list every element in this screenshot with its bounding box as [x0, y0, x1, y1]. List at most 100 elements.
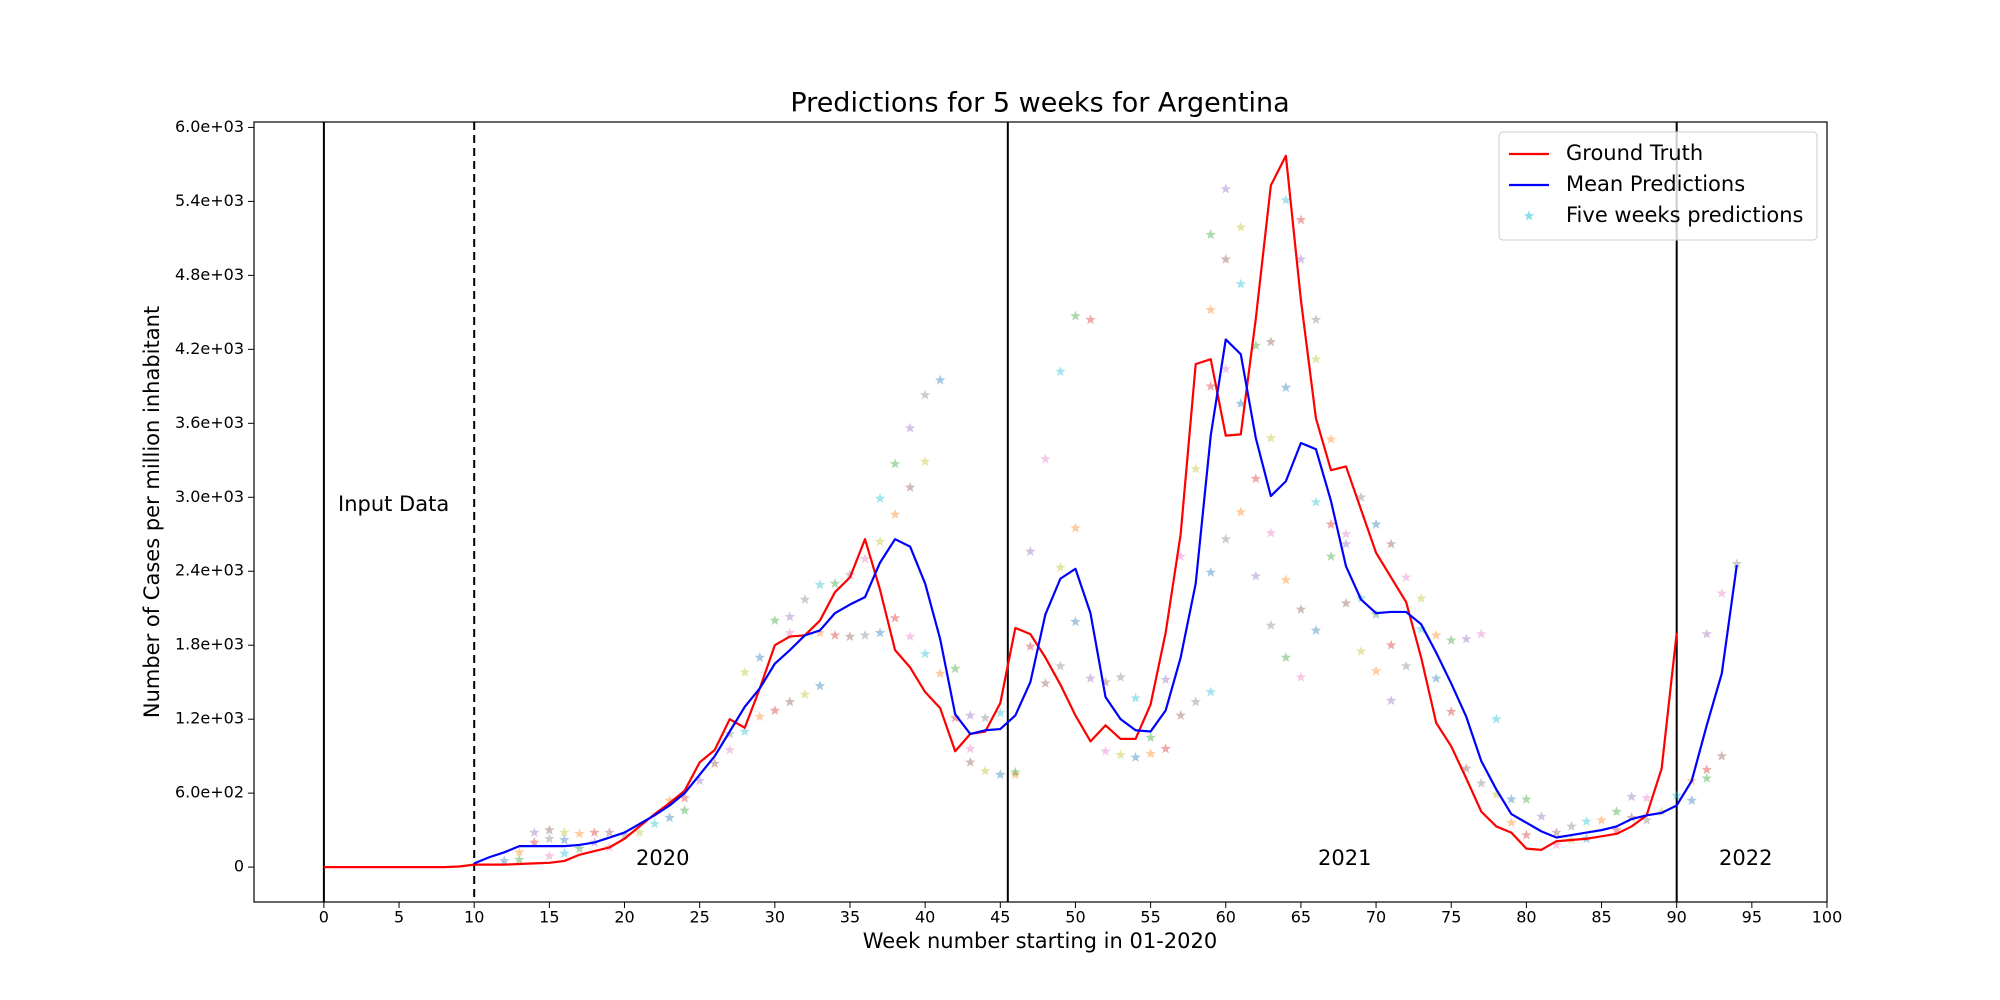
- x-tick-label: 100: [1812, 908, 1843, 927]
- star-marker: [1310, 496, 1322, 507]
- star-marker: [559, 834, 570, 845]
- star-marker: [1265, 432, 1277, 443]
- star-marker: [995, 769, 1006, 780]
- y-tick-label: 2.4e+03: [175, 561, 244, 580]
- star-marker: [724, 744, 735, 755]
- star-marker: [919, 648, 931, 659]
- star-marker: [544, 850, 555, 861]
- star-marker: [619, 829, 630, 840]
- star-marker: [544, 824, 555, 835]
- star-marker: [559, 827, 570, 838]
- star-marker: [965, 743, 976, 754]
- star-marker: [1461, 762, 1472, 773]
- star-marker: [1220, 183, 1231, 194]
- star-marker: [1040, 453, 1051, 464]
- star-marker: [664, 795, 675, 805]
- x-tick-label: 45: [990, 908, 1010, 927]
- series-line: [473, 338, 1738, 865]
- star-marker: [1235, 398, 1247, 409]
- star-marker: [889, 612, 901, 623]
- star-marker: [1235, 506, 1247, 517]
- star-marker: [1626, 812, 1637, 823]
- star-marker: [604, 827, 615, 838]
- star-marker: [1340, 528, 1352, 539]
- star-marker: [844, 631, 856, 642]
- star-marker: [709, 758, 720, 768]
- star-marker: [829, 578, 841, 589]
- star-marker: [1385, 538, 1397, 549]
- star-marker: [1716, 750, 1728, 761]
- y-tick-label: 0: [234, 857, 244, 876]
- y-tick-label: 6.0e+03: [175, 117, 244, 136]
- star-marker: [1370, 518, 1382, 529]
- star-marker: [499, 855, 510, 866]
- star-marker: [1025, 640, 1036, 651]
- star-marker: [1100, 745, 1111, 756]
- star-marker: [589, 827, 600, 838]
- x-tick-label: 25: [689, 908, 709, 927]
- x-tick-label: 80: [1516, 908, 1536, 927]
- star-marker: [904, 422, 916, 433]
- star-marker: [1476, 777, 1487, 788]
- star-marker: [1385, 639, 1397, 650]
- star-marker: [1491, 788, 1502, 799]
- star-marker: [1415, 623, 1427, 634]
- star-marker: [1280, 194, 1292, 205]
- x-tick-label: 90: [1667, 908, 1687, 927]
- y-tick-label: 1.8e+03: [175, 635, 244, 654]
- star-marker: [649, 818, 660, 829]
- star-marker: [859, 629, 871, 640]
- star-marker: [1025, 546, 1036, 556]
- star-marker: [1731, 558, 1743, 569]
- star-marker: [1175, 709, 1186, 720]
- star-marker: [1115, 749, 1126, 760]
- star-marker: [1325, 550, 1337, 561]
- star-marker: [934, 374, 946, 385]
- x-tick-label: 60: [1216, 908, 1236, 927]
- star-marker: [1280, 652, 1292, 662]
- x-tick-label: 95: [1742, 908, 1762, 927]
- star-marker: [874, 493, 886, 503]
- annotation: 2021: [1318, 846, 1371, 870]
- star-marker: [574, 828, 585, 839]
- star-marker: [1265, 619, 1277, 630]
- star-marker: [1641, 814, 1652, 825]
- x-tick-label: 55: [1140, 908, 1160, 927]
- star-marker: [1355, 491, 1367, 502]
- star-marker: [1611, 824, 1622, 835]
- star-marker: [814, 627, 826, 638]
- star-marker: [1370, 665, 1382, 676]
- star-marker: [904, 631, 916, 642]
- star-marker: [1145, 748, 1156, 759]
- star-marker: [904, 481, 916, 492]
- series-line: [323, 154, 1678, 869]
- star-marker: [980, 712, 991, 723]
- x-tick-label: 65: [1291, 908, 1311, 927]
- plot-area: [322, 122, 1743, 902]
- legend-label: Mean Predictions: [1566, 172, 1745, 196]
- star-marker: [859, 553, 871, 564]
- legend-label: Ground Truth: [1566, 141, 1703, 165]
- star-marker: [1295, 603, 1307, 614]
- star-marker: [1220, 253, 1231, 264]
- star-marker: [1596, 814, 1607, 825]
- x-tick-label: 15: [539, 908, 559, 927]
- star-marker: [1235, 278, 1247, 289]
- star-marker: [980, 765, 991, 776]
- annotation: 2022: [1719, 846, 1772, 870]
- star-marker: [574, 843, 585, 854]
- star-marker: [739, 666, 750, 677]
- star-marker: [1641, 792, 1652, 803]
- star-marker: [1205, 686, 1216, 697]
- star-marker: [1566, 820, 1577, 831]
- star-marker: [1130, 692, 1141, 703]
- x-tick-label: 70: [1366, 908, 1386, 927]
- star-marker: [919, 389, 931, 400]
- star-marker: [1205, 566, 1216, 577]
- star-marker: [1476, 628, 1487, 639]
- star-marker: [874, 627, 886, 638]
- star-marker: [1671, 790, 1682, 801]
- star-marker: [514, 854, 525, 865]
- star-marker: [889, 509, 901, 519]
